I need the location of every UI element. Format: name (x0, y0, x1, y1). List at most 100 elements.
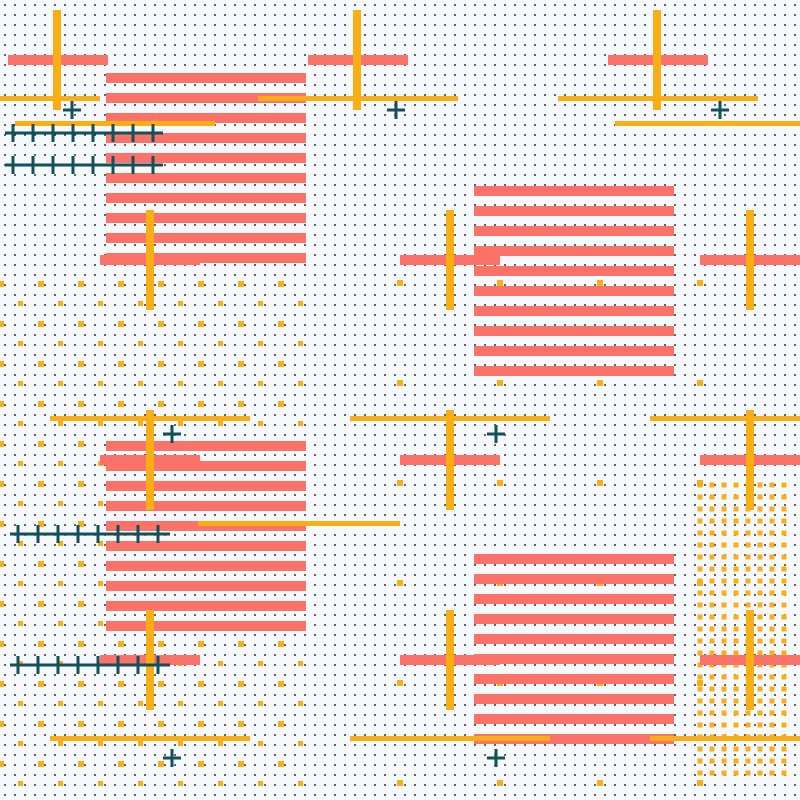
dot (564, 444, 566, 446)
dot (564, 724, 566, 726)
dot (244, 644, 246, 646)
dot (244, 704, 246, 706)
dot (524, 524, 526, 526)
dot (344, 644, 346, 646)
dot (144, 734, 146, 736)
dot (584, 264, 586, 266)
dot (394, 704, 396, 706)
dot (114, 794, 116, 796)
dot (174, 634, 176, 636)
dot (554, 454, 556, 456)
dot (324, 564, 326, 566)
dot (244, 284, 246, 286)
dot (534, 144, 536, 146)
dot (274, 164, 276, 166)
dot (484, 324, 486, 326)
dot (594, 394, 596, 396)
dot (174, 64, 176, 66)
dot (134, 414, 136, 416)
dot (284, 274, 286, 276)
dot (384, 494, 386, 496)
dot (364, 794, 366, 796)
dot (584, 784, 586, 786)
dot (4, 4, 6, 6)
dot (554, 324, 556, 326)
dot (84, 644, 86, 646)
dot (274, 244, 276, 246)
dot (544, 684, 546, 686)
dot (14, 714, 16, 716)
dot (614, 704, 616, 706)
dot (74, 24, 76, 26)
dot (114, 364, 116, 366)
dot (434, 564, 436, 566)
dot (64, 494, 66, 496)
dot (224, 4, 226, 6)
dot (584, 774, 586, 776)
dot (614, 494, 616, 496)
dot (454, 94, 456, 96)
dot (284, 164, 286, 166)
dot (114, 64, 116, 66)
dot (354, 544, 356, 546)
dot (154, 334, 156, 336)
dot (424, 474, 426, 476)
dot (404, 504, 406, 506)
dot (584, 44, 586, 46)
dot (344, 614, 346, 616)
dot (554, 514, 556, 516)
dot (34, 4, 36, 6)
dot (334, 554, 336, 556)
dot (244, 224, 246, 226)
dot (14, 344, 16, 346)
dot (144, 394, 146, 396)
dot (394, 344, 396, 346)
dot (204, 574, 206, 576)
dot (204, 334, 206, 336)
dot (234, 554, 236, 556)
dot (34, 424, 36, 426)
dot (24, 354, 26, 356)
dot (134, 144, 136, 146)
dot (534, 154, 536, 156)
dot (24, 774, 26, 776)
dot (554, 684, 556, 686)
dot (314, 724, 316, 726)
dot (474, 474, 476, 476)
dot (534, 44, 536, 46)
dot (404, 334, 406, 336)
dot (234, 284, 236, 286)
dot (354, 374, 356, 376)
dot (584, 4, 586, 6)
dot (414, 154, 416, 156)
dot (4, 174, 6, 176)
dot (334, 314, 336, 316)
dot (94, 764, 96, 766)
dot (304, 774, 306, 776)
dot (304, 304, 306, 306)
dot (34, 444, 36, 446)
dot (464, 94, 466, 96)
dot (204, 344, 206, 346)
dot (104, 644, 106, 646)
dot (64, 184, 66, 186)
dot (414, 624, 416, 626)
dot (474, 14, 476, 16)
dot (174, 534, 176, 536)
dot (274, 794, 276, 796)
dot (604, 464, 606, 466)
dot (224, 344, 226, 346)
dot (494, 644, 496, 646)
dot (544, 4, 546, 6)
dot (494, 134, 496, 136)
dot (524, 414, 526, 416)
dot (444, 204, 446, 206)
dot (514, 4, 516, 6)
dot (254, 664, 256, 666)
dot (384, 94, 386, 96)
dot (564, 114, 566, 116)
dot (284, 24, 286, 26)
dot (524, 764, 526, 766)
dot (544, 154, 546, 156)
dot (424, 364, 426, 366)
